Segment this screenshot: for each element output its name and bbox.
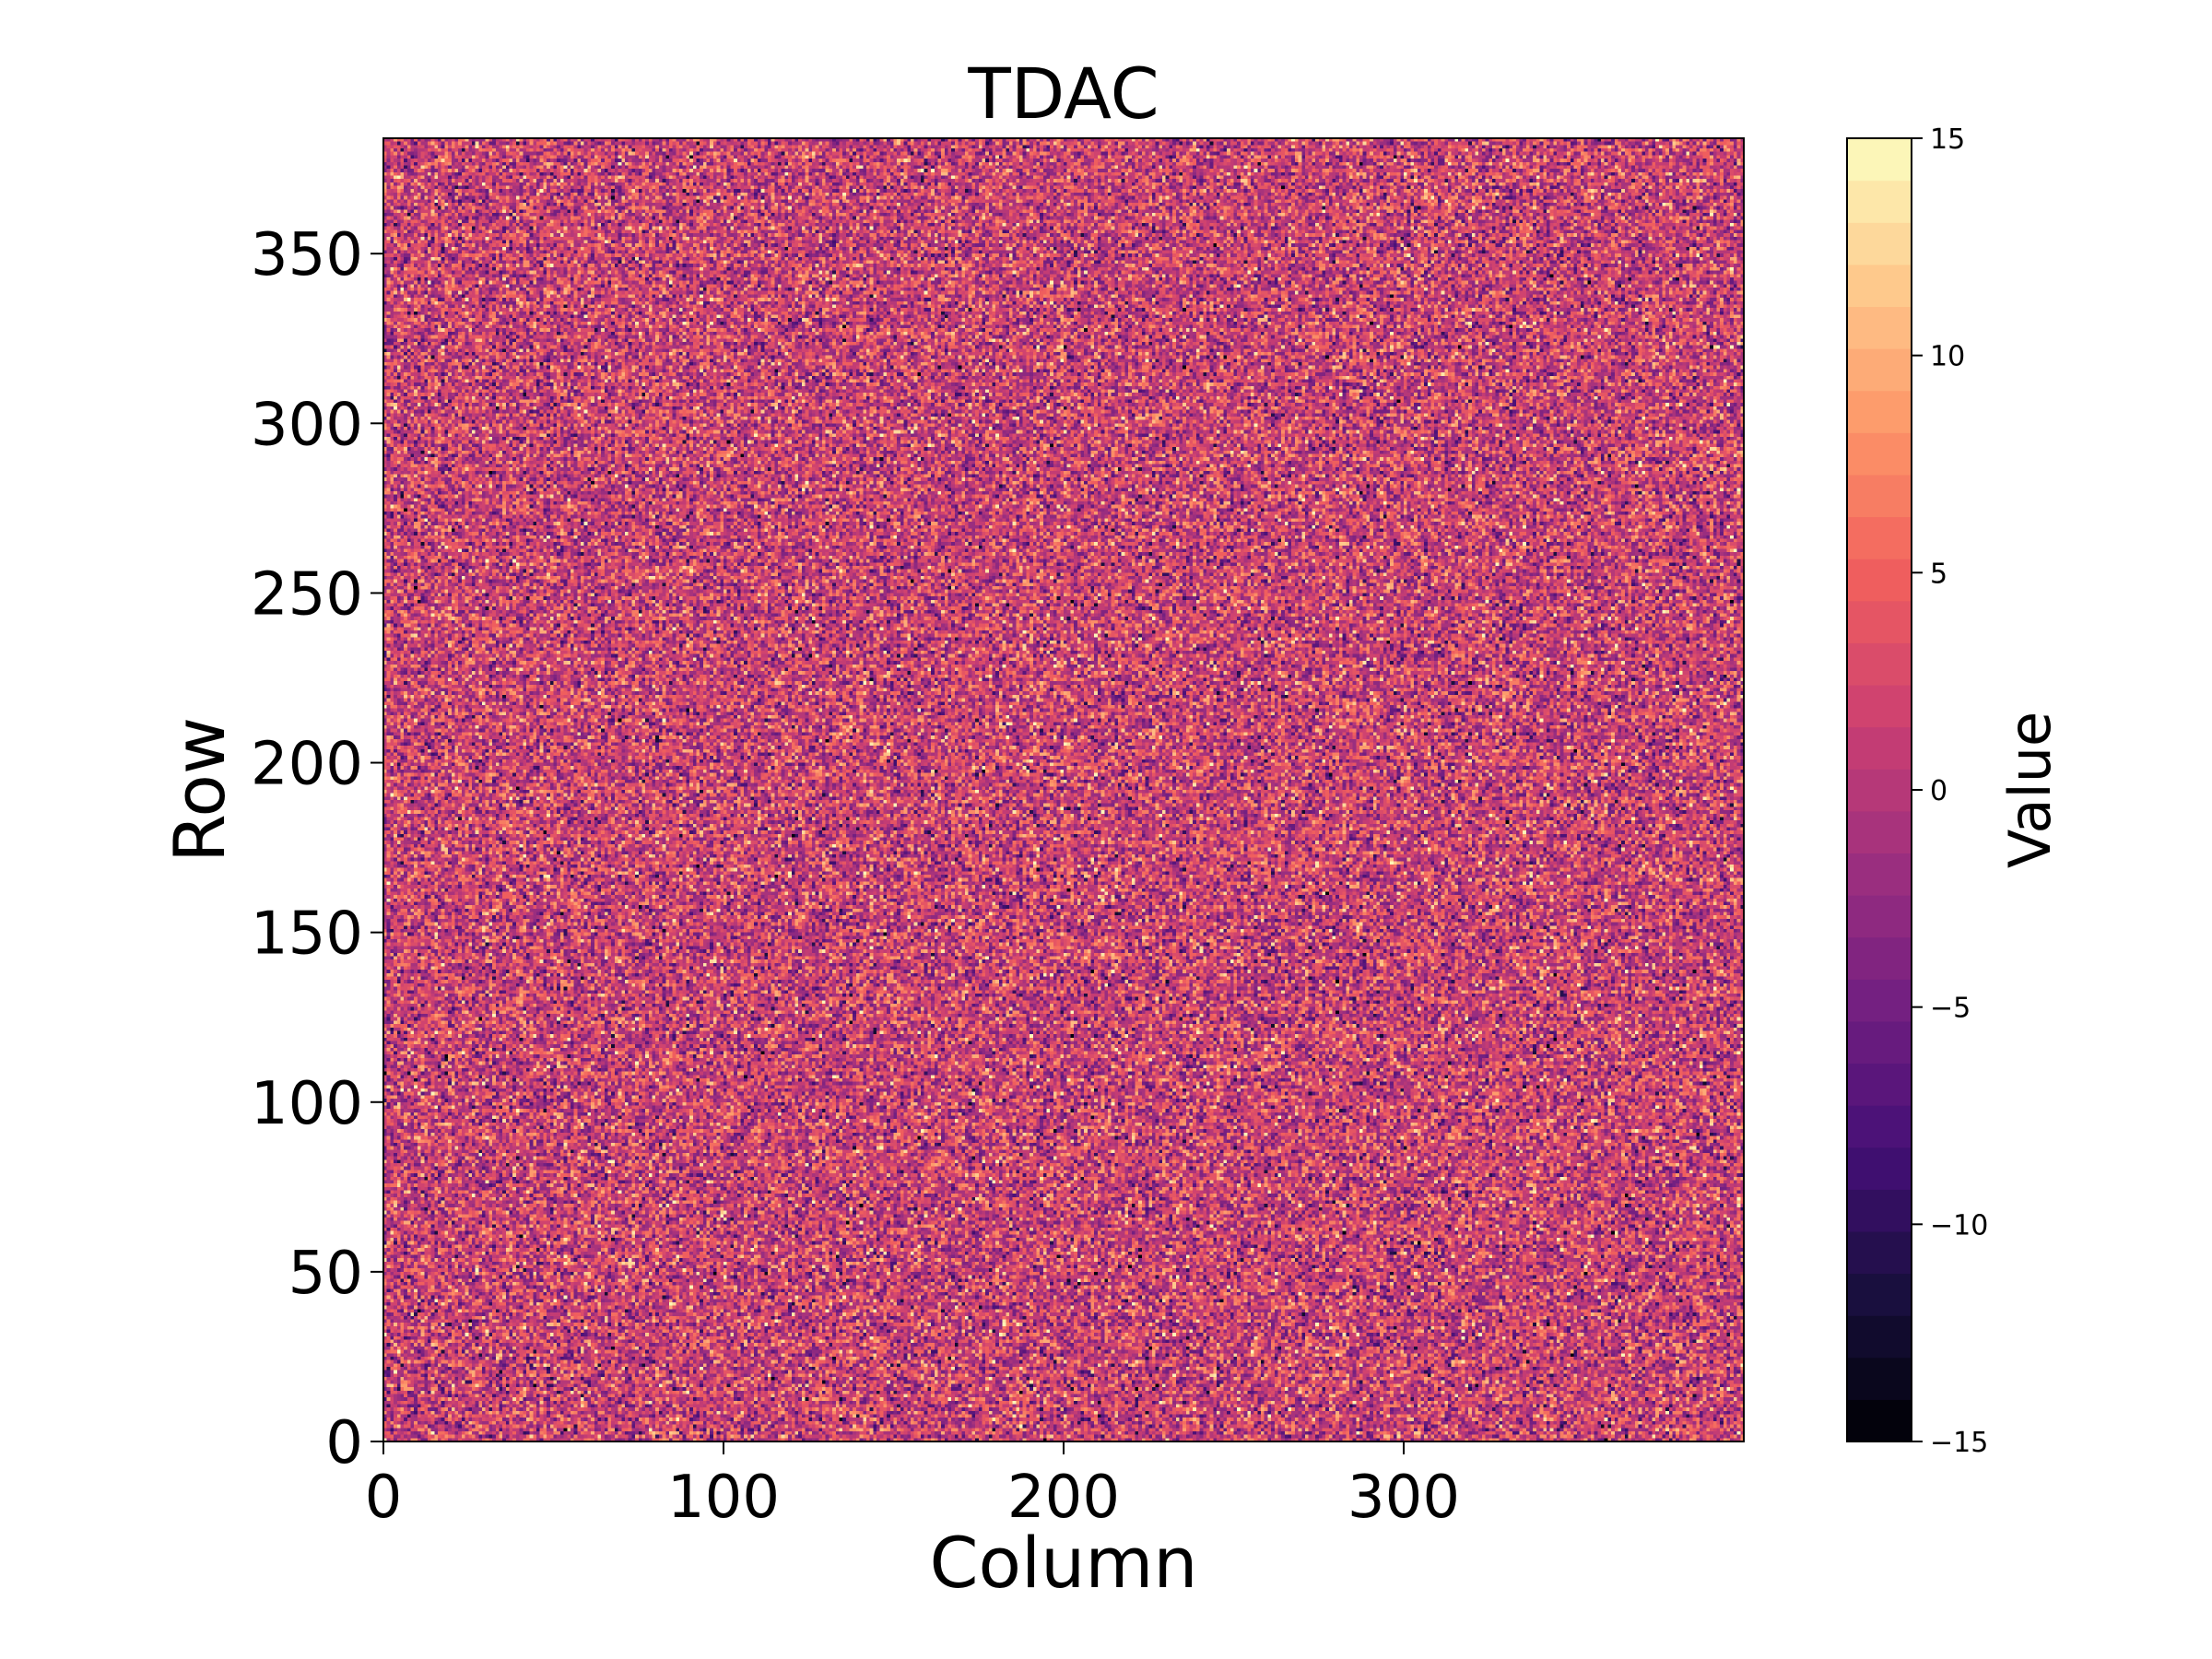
y-tick-label: 0	[325, 1409, 363, 1477]
colorbar-tick-label: 10	[1930, 341, 1965, 373]
colorbar-band	[1847, 1063, 1912, 1106]
x-tick-label: 100	[667, 1464, 780, 1532]
y-axis-label: Row	[159, 717, 241, 863]
colorbar-band	[1847, 1357, 1912, 1400]
colorbar-band	[1847, 516, 1912, 559]
y-tick-label: 350	[251, 221, 363, 289]
colorbar-band	[1847, 390, 1912, 433]
x-tick-label: 300	[1347, 1464, 1460, 1532]
colorbar-band	[1847, 853, 1912, 896]
colorbar-band	[1847, 348, 1912, 392]
y-tick-label: 150	[251, 900, 363, 969]
colorbar-band	[1847, 1020, 1912, 1065]
x-axis-label: Column	[929, 1522, 1197, 1604]
y-tick-label: 100	[251, 1070, 363, 1138]
x-axis-ticks: 0 100 200 300	[365, 1441, 1460, 1532]
colorbar-band	[1847, 474, 1912, 518]
colorbar-band	[1847, 979, 1912, 1022]
colorbar-band	[1847, 1315, 1912, 1359]
plot-area-frame	[382, 137, 1745, 1442]
x-tick-label: 0	[365, 1464, 403, 1532]
colorbar-band	[1847, 1147, 1912, 1190]
colorbar-tick-label: 0	[1930, 775, 1947, 807]
colorbar-tick-label: 5	[1930, 558, 1947, 590]
colorbar-band	[1847, 1189, 1912, 1232]
colorbar-ticks: −15 −10 −5 0 5 10 15	[1912, 124, 1988, 1459]
colorbar-band	[1847, 600, 1912, 643]
y-tick-label: 300	[251, 391, 363, 459]
colorbar-band	[1847, 642, 1912, 686]
colorbar	[1846, 137, 1912, 1442]
y-axis-ticks: 0 50 100 150 200 250 300 350	[251, 221, 383, 1477]
colorbar-band	[1847, 264, 1912, 308]
chart-title: TDAC	[967, 53, 1159, 135]
colorbar-band	[1847, 684, 1912, 728]
x-tick-label: 200	[1007, 1464, 1120, 1532]
colorbar-band	[1847, 180, 1912, 223]
colorbar-tick-label: −5	[1930, 993, 1971, 1025]
colorbar-band	[1847, 936, 1912, 980]
colorbar-tick-label: 15	[1930, 124, 1965, 156]
colorbar-band	[1847, 1105, 1912, 1148]
colorbar-band	[1847, 306, 1912, 349]
colorbar-band	[1847, 895, 1912, 938]
colorbar-band	[1847, 559, 1912, 602]
colorbar-band	[1847, 1230, 1912, 1275]
colorbar-band	[1847, 810, 1912, 854]
y-tick-label: 200	[251, 731, 363, 799]
colorbar-band	[1847, 1273, 1912, 1316]
colorbar-band	[1847, 432, 1912, 476]
colorbar-band	[1847, 726, 1912, 770]
colorbar-band	[1847, 1399, 1912, 1442]
colorbar-tick-label: −10	[1930, 1209, 1988, 1241]
colorbar-label: Value	[1996, 712, 2064, 868]
colorbar-band	[1847, 138, 1912, 182]
y-tick-label: 50	[288, 1240, 363, 1308]
y-tick-label: 250	[251, 560, 363, 629]
colorbar-tick-label: −15	[1930, 1427, 1988, 1459]
heatmap-image	[383, 138, 1744, 1441]
colorbar-band	[1847, 769, 1912, 812]
colorbar-band	[1847, 222, 1912, 265]
